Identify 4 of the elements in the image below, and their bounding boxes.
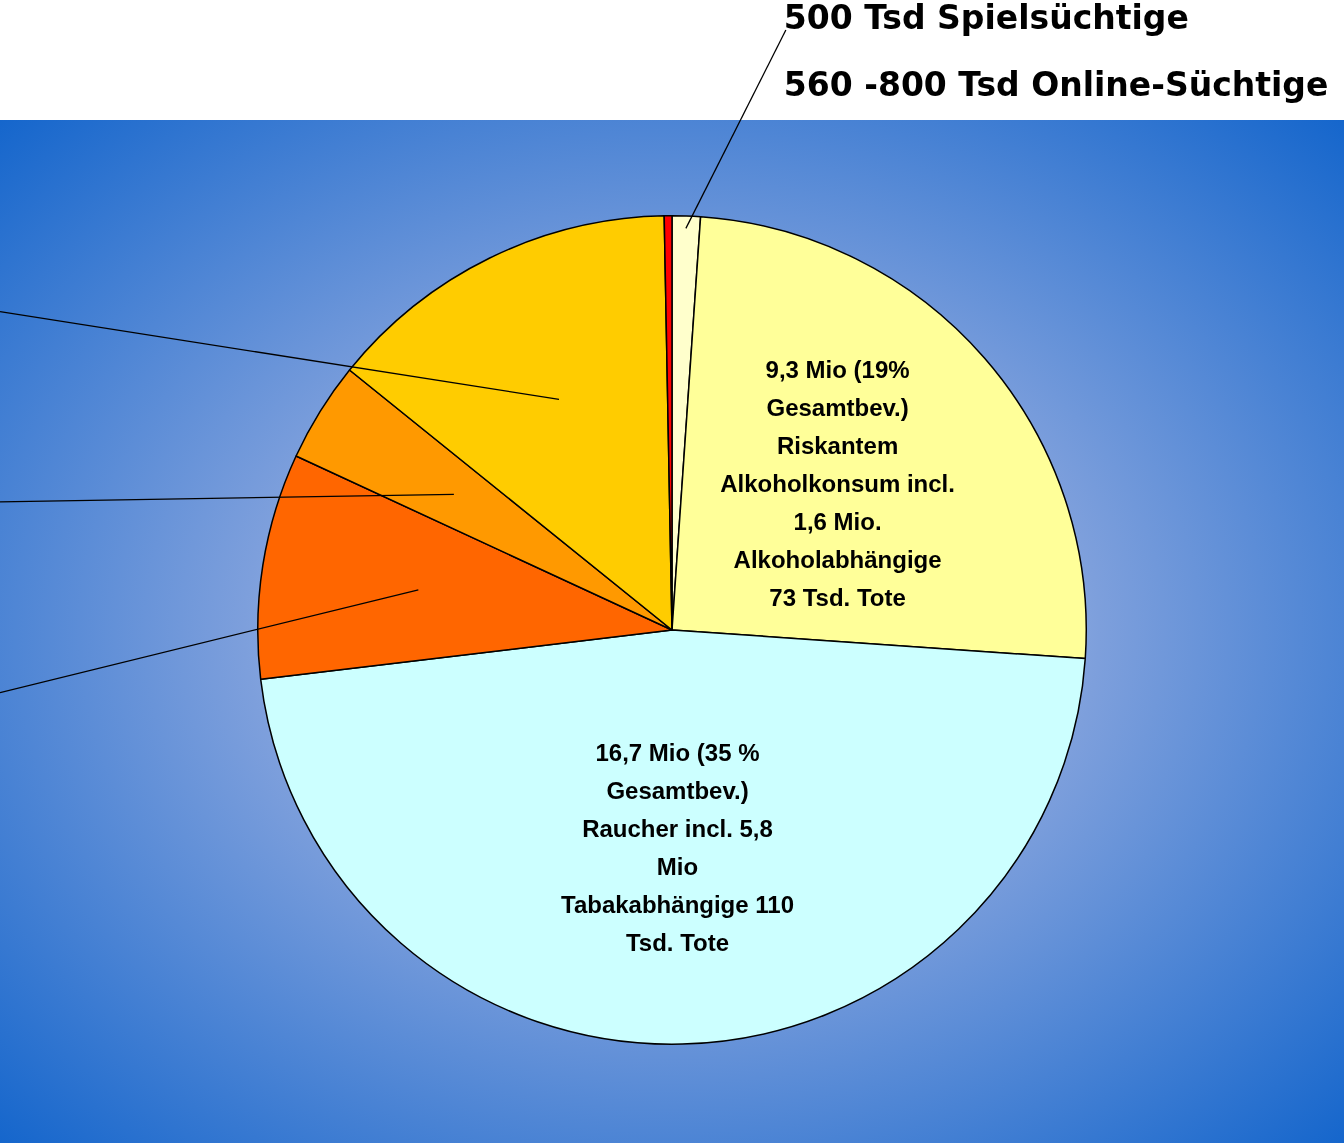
slice-label: 9,3 Mio (19% Gesamtbev.) Riskantem Alkoholkonsum incl. 1,6 Mio. Alkoholabhängige 73 Tsd. Tote (720, 356, 955, 612)
slice-label: 16,7 Mio (35 % Gesamtbev.) Raucher incl. 5,8 Mio Tabakabhängige 110 Tsd. Tote (561, 739, 795, 957)
slice-label: 560 -800 Tsd Online-Süchtige (783, 64, 1329, 104)
slice-label: 500 Tsd Spielsüchtige (783, 0, 1189, 37)
